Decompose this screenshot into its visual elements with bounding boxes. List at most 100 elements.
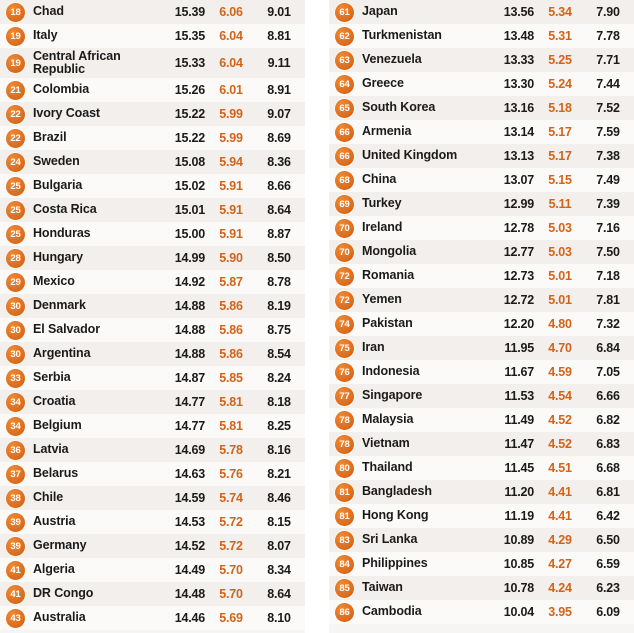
value1-cell: 15.22: [174, 107, 205, 121]
value1-cell: 10.85: [503, 557, 534, 571]
table-row[interactable]: 22 Ivory Coast 15.22 5.99 9.07: [0, 102, 305, 126]
table-row[interactable]: 77 Singapore 11.53 4.54 6.66: [329, 384, 634, 408]
value3-cell: 7.50: [596, 245, 620, 259]
country-label: Latvia: [33, 442, 69, 457]
table-row[interactable]: 81 Bangladesh 11.20 4.41 6.81: [329, 480, 634, 504]
table-row[interactable]: 75 Iran 11.95 4.70 6.84: [329, 336, 634, 360]
value1-cell: 14.77: [174, 395, 205, 409]
value1-cell: 15.35: [174, 29, 205, 43]
table-row[interactable]: 33 Serbia 14.87 5.85 8.24: [0, 366, 305, 390]
value3-cell: 7.49: [596, 173, 620, 187]
value3-cell: 8.07: [267, 539, 291, 553]
table-row[interactable]: 80 Thailand 11.45 4.51 6.68: [329, 456, 634, 480]
value1-cell: 15.00: [174, 227, 205, 241]
table-row[interactable]: 30 Denmark 14.88 5.86 8.19: [0, 294, 305, 318]
value3-cell: 7.78: [596, 29, 620, 43]
rank-badge: 36: [6, 440, 25, 460]
country-label: Vietnam: [362, 436, 410, 451]
table-row[interactable]: 25 Honduras 15.00 5.91 8.87: [0, 222, 305, 246]
table-row[interactable]: 68 China 13.07 5.15 7.49: [329, 168, 634, 192]
value3-cell: 6.50: [596, 533, 620, 547]
table-row[interactable]: 41 DR Congo 14.48 5.70 8.64: [0, 582, 305, 606]
table-row[interactable]: 25 Costa Rica 15.01 5.91 8.64: [0, 198, 305, 222]
value3-cell: 8.87: [267, 227, 291, 241]
table-row[interactable]: 70 Mongolia 12.77 5.03 7.50: [329, 240, 634, 264]
table-row[interactable]: 70 Ireland 12.78 5.03 7.16: [329, 216, 634, 240]
table-row[interactable]: 78 Vietnam 11.47 4.52 6.83: [329, 432, 634, 456]
table-row[interactable]: 39 Austria 14.53 5.72 8.15: [0, 510, 305, 534]
value3-cell: 8.16: [267, 443, 291, 457]
table-row[interactable]: 29 Mexico 14.92 5.87 8.78: [0, 270, 305, 294]
table-row[interactable]: 19 Italy 15.35 6.04 8.81: [0, 24, 305, 48]
table-row[interactable]: 76 Indonesia 11.67 4.59 7.05: [329, 360, 634, 384]
table-row[interactable]: 39 Germany 14.52 5.72 8.07: [0, 534, 305, 558]
value3-cell: 8.50: [267, 251, 291, 265]
table-row[interactable]: 34 Belgium 14.77 5.81 8.25: [0, 414, 305, 438]
table-row[interactable]: 37 Belarus 14.63 5.76 8.21: [0, 462, 305, 486]
table-row[interactable]: 22 Brazil 15.22 5.99 8.69: [0, 126, 305, 150]
value1-cell: 14.88: [174, 323, 205, 337]
value1-cell: 13.14: [503, 125, 534, 139]
value1-cell: 11.53: [504, 389, 534, 403]
value2-cell: 3.95: [548, 605, 572, 619]
table-row[interactable]: 64 Greece 13.30 5.24 7.44: [329, 72, 634, 96]
table-row[interactable]: 83 Sri Lanka 10.89 4.29 6.50: [329, 528, 634, 552]
table-row[interactable]: 86 Cambodia 10.04 3.95 6.09: [329, 600, 634, 624]
value3-cell: 7.59: [596, 125, 620, 139]
country-label: Chile: [33, 490, 64, 505]
table-row[interactable]: 72 Yemen 12.72 5.01 7.81: [329, 288, 634, 312]
table-row[interactable]: 41 Algeria 14.49 5.70 8.34: [0, 558, 305, 582]
value2-cell: 5.76: [219, 467, 243, 481]
value3-cell: 8.54: [267, 347, 291, 361]
value1-cell: 11.95: [504, 341, 534, 355]
value3-cell: 6.42: [596, 509, 620, 523]
table-row[interactable]: 30 Argentina 14.88 5.86 8.54: [0, 342, 305, 366]
country-label: Taiwan: [362, 580, 403, 595]
table-row[interactable]: 72 Romania 12.73 5.01 7.18: [329, 264, 634, 288]
value3-cell: 7.39: [596, 197, 620, 211]
table-row[interactable]: 81 Hong Kong 11.19 4.41 6.42: [329, 504, 634, 528]
country-label: Turkmenistan: [362, 28, 442, 43]
table-row[interactable]: 21 Colombia 15.26 6.01 8.91: [0, 78, 305, 102]
table-row[interactable]: 65 South Korea 13.16 5.18 7.52: [329, 96, 634, 120]
value2-cell: 4.24: [548, 581, 572, 595]
table-row[interactable]: 43 Australia 14.46 5.69 8.10: [0, 606, 305, 630]
country-label: Mexico: [33, 274, 75, 289]
table-row[interactable]: 19 Central African Republic 15.33 6.04 9.11: [0, 48, 305, 78]
value3-cell: 8.66: [267, 179, 291, 193]
country-label: DR Congo: [33, 586, 94, 601]
table-row[interactable]: 63 Venezuela 13.33 5.25 7.71: [329, 48, 634, 72]
value1-cell: 15.08: [174, 155, 205, 169]
rank-badge: 34: [6, 392, 25, 412]
table-row[interactable]: 74 Pakistan 12.20 4.80 7.32: [329, 312, 634, 336]
table-row[interactable]: 24 Sweden 15.08 5.94 8.36: [0, 150, 305, 174]
value2-cell: 5.31: [548, 29, 572, 43]
table-row[interactable]: 25 Bulgaria 15.02 5.91 8.66: [0, 174, 305, 198]
value2-cell: 4.41: [548, 509, 572, 523]
value3-cell: 8.21: [267, 467, 291, 481]
rank-badge: 63: [335, 50, 354, 70]
table-row[interactable]: 66 Armenia 13.14 5.17 7.59: [329, 120, 634, 144]
table-row[interactable]: 34 Croatia 14.77 5.81 8.18: [0, 390, 305, 414]
table-row[interactable]: 36 Latvia 14.69 5.78 8.16: [0, 438, 305, 462]
table-row[interactable]: 78 Malaysia 11.49 4.52 6.82: [329, 408, 634, 432]
table-row[interactable]: 69 Turkey 12.99 5.11 7.39: [329, 192, 634, 216]
country-label: Romania: [362, 268, 415, 283]
country-label: Italy: [33, 28, 58, 43]
country-label: Croatia: [33, 394, 76, 409]
country-label: Yemen: [362, 292, 402, 307]
table-row[interactable]: 18 Chad 15.39 6.06 9.01: [0, 0, 305, 24]
table-row[interactable]: 61 Japan 13.56 5.34 7.90: [329, 0, 634, 24]
table-row[interactable]: 28 Hungary 14.99 5.90 8.50: [0, 246, 305, 270]
table-row[interactable]: 85 Taiwan 10.78 4.24 6.23: [329, 576, 634, 600]
rank-badge: 78: [335, 410, 354, 430]
country-label: Sweden: [33, 154, 80, 169]
value3-cell: 7.52: [596, 101, 620, 115]
table-row[interactable]: 38 Chile 14.59 5.74 8.46: [0, 486, 305, 510]
table-row[interactable]: 84 Philippines 10.85 4.27 6.59: [329, 552, 634, 576]
table-row[interactable]: 66 United Kingdom 13.13 5.17 7.38: [329, 144, 634, 168]
value1-cell: 15.39: [174, 5, 205, 19]
table-row[interactable]: 30 El Salvador 14.88 5.86 8.75: [0, 318, 305, 342]
table-row[interactable]: 62 Turkmenistan 13.48 5.31 7.78: [329, 24, 634, 48]
value3-cell: 8.91: [267, 83, 291, 97]
